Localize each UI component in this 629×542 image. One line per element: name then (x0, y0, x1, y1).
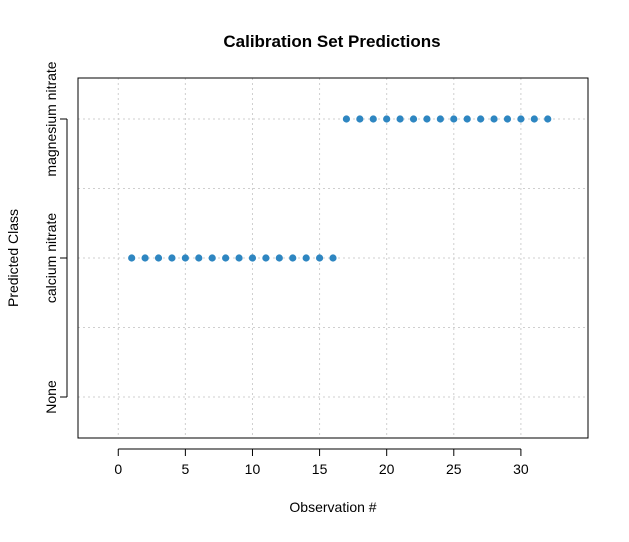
data-point (329, 254, 337, 262)
data-point (168, 254, 176, 262)
data-point (208, 254, 216, 262)
data-point (423, 115, 431, 123)
x-tick-label: 10 (245, 461, 261, 477)
data-point (195, 254, 203, 262)
data-point (517, 115, 525, 123)
x-tick-label: 15 (312, 461, 328, 477)
data-point (544, 115, 552, 123)
data-point (342, 115, 351, 123)
data-point (503, 115, 512, 123)
data-point (262, 254, 270, 262)
y-tick-label: None (43, 380, 59, 414)
y-axis: None calcium nitrate magnesium nitrate (43, 61, 68, 414)
data-point (302, 254, 310, 262)
chart-title: Calibration Set Predictions (223, 32, 440, 51)
x-tick-label: 0 (114, 461, 122, 477)
plot-frame (77, 77, 589, 439)
data-point (409, 115, 418, 123)
y-tick-label: calcium nitrate (43, 213, 59, 303)
data-point (289, 254, 297, 262)
data-point (235, 254, 243, 262)
data-point (369, 115, 377, 123)
data-points (128, 115, 552, 262)
data-point (154, 254, 163, 262)
data-point (128, 254, 136, 262)
data-point (181, 254, 189, 262)
grid-layer (78, 78, 588, 438)
data-point (275, 254, 283, 262)
y-tick-label: magnesium nitrate (43, 61, 59, 176)
data-point (248, 254, 257, 262)
data-point (490, 115, 498, 123)
y-axis-title: Predicted Class (5, 209, 21, 307)
data-point (463, 115, 471, 123)
x-axis: 0 5 10 15 20 25 30 (114, 448, 529, 477)
data-point (222, 254, 230, 262)
data-point (436, 115, 444, 123)
data-point (530, 115, 538, 123)
data-point (356, 115, 364, 123)
x-tick-label: 25 (446, 461, 462, 477)
data-point (450, 115, 458, 123)
data-point (141, 254, 149, 262)
x-tick-label: 30 (513, 461, 529, 477)
data-point (315, 254, 324, 262)
x-tick-label: 5 (181, 461, 189, 477)
data-point (396, 115, 404, 123)
data-point (383, 115, 391, 123)
x-tick-label: 20 (379, 461, 395, 477)
x-axis-title: Observation # (289, 499, 376, 515)
data-point (477, 115, 485, 123)
